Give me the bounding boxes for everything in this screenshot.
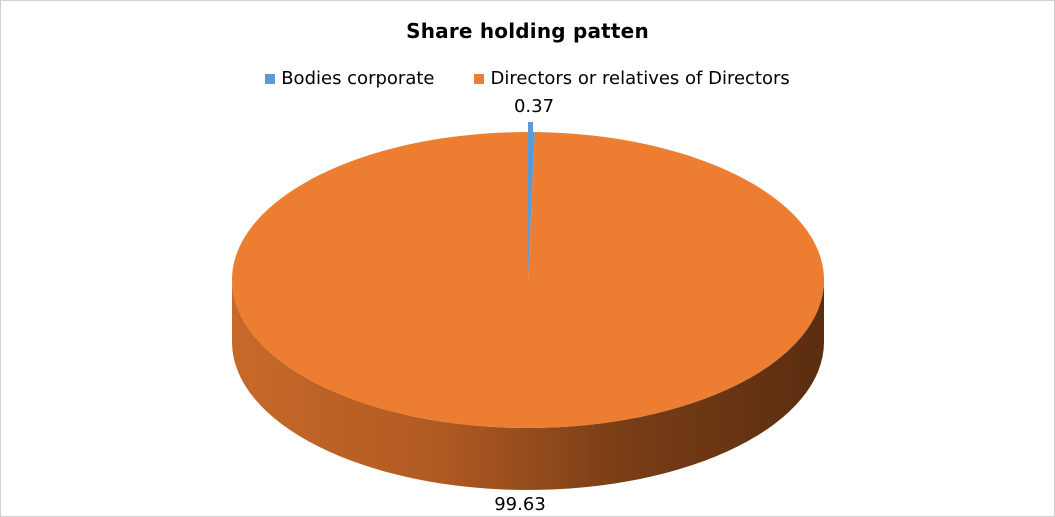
legend-item-directors: Directors or relatives of Directors (474, 68, 790, 89)
data-label-directors: 99.63 (494, 494, 546, 515)
legend-label-bodies-corporate: Bodies corporate (281, 68, 435, 89)
pie-side-wall (232, 280, 824, 490)
legend: Bodies corporate Directors or relatives … (1, 68, 1054, 89)
data-label-bodies-corporate: 0.37 (514, 96, 554, 117)
legend-item-bodies-corporate: Bodies corporate (265, 68, 434, 89)
chart-title: Share holding patten (406, 19, 649, 43)
legend-swatch-directors (474, 73, 485, 84)
legend-label-directors: Directors or relatives of Directors (490, 68, 790, 89)
pie-slice-directors (232, 132, 825, 429)
legend-swatch-bodies-corporate (265, 73, 276, 84)
pie-slice-bodies-corporate (528, 132, 535, 280)
pie-slice-bodies-corporate-edge (528, 122, 533, 134)
